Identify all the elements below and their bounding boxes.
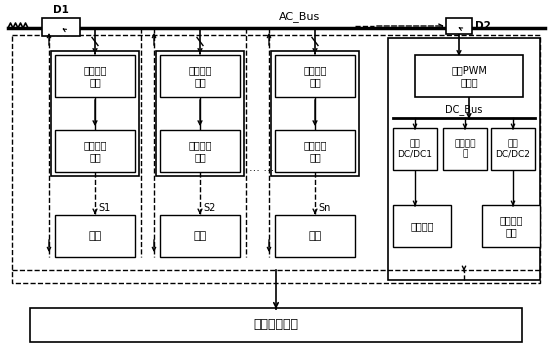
Text: 双向
DC/DC2: 双向 DC/DC2 bbox=[496, 139, 530, 159]
Bar bbox=[388, 38, 540, 280]
Bar bbox=[443, 128, 487, 170]
Text: 负载: 负载 bbox=[193, 231, 206, 241]
Bar bbox=[51, 51, 139, 176]
Text: S2: S2 bbox=[203, 203, 215, 213]
Text: 电质检测
模块: 电质检测 模块 bbox=[83, 65, 107, 87]
Text: D2: D2 bbox=[475, 21, 491, 31]
Bar bbox=[160, 130, 240, 172]
Bar bbox=[415, 55, 523, 97]
Bar bbox=[156, 51, 244, 176]
Text: D1: D1 bbox=[53, 5, 69, 15]
Bar bbox=[275, 55, 355, 97]
Text: 电池模块: 电池模块 bbox=[410, 221, 434, 231]
Bar bbox=[393, 205, 451, 247]
Text: Sn: Sn bbox=[318, 203, 331, 213]
Bar bbox=[482, 205, 540, 247]
Bar bbox=[160, 215, 240, 257]
Bar bbox=[30, 308, 522, 342]
Bar bbox=[160, 55, 240, 97]
Bar bbox=[271, 51, 359, 176]
Text: 双向
DC/DC1: 双向 DC/DC1 bbox=[397, 139, 433, 159]
Bar bbox=[275, 215, 355, 257]
Bar bbox=[42, 18, 80, 36]
Text: 中心监控单元: 中心监控单元 bbox=[253, 319, 299, 332]
Text: S1: S1 bbox=[98, 203, 110, 213]
Text: 双向PWM
整流器: 双向PWM 整流器 bbox=[451, 65, 487, 87]
Bar bbox=[55, 130, 135, 172]
Bar bbox=[55, 215, 135, 257]
Bar bbox=[12, 35, 540, 283]
Text: 负载: 负载 bbox=[309, 231, 322, 241]
Text: 智能连断
模块: 智能连断 模块 bbox=[188, 140, 212, 162]
Text: 电质检测
模块: 电质检测 模块 bbox=[188, 65, 212, 87]
Text: 超级电容
模块: 超级电容 模块 bbox=[499, 215, 523, 237]
Text: ... ...: ... ... bbox=[250, 163, 275, 173]
Text: 负载: 负载 bbox=[88, 231, 102, 241]
Bar bbox=[446, 18, 472, 34]
Bar bbox=[275, 130, 355, 172]
Text: DC_Bus: DC_Bus bbox=[445, 104, 482, 115]
Text: AC_Bus: AC_Bus bbox=[279, 11, 321, 22]
Text: 智能连断
模块: 智能连断 模块 bbox=[83, 140, 107, 162]
Text: 智能连断
模块: 智能连断 模块 bbox=[303, 140, 327, 162]
Text: 电质检测
模块: 电质检测 模块 bbox=[303, 65, 327, 87]
Bar bbox=[393, 128, 437, 170]
Text: 能量均衡
器: 能量均衡 器 bbox=[454, 139, 476, 159]
Bar bbox=[55, 55, 135, 97]
Bar bbox=[491, 128, 535, 170]
